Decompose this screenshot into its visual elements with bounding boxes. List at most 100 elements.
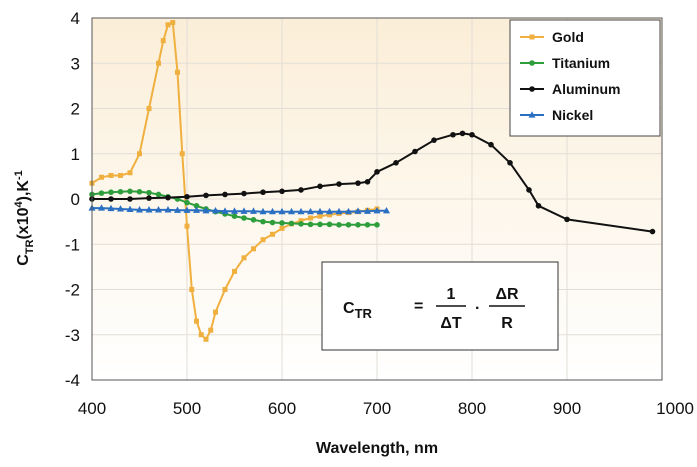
data-point-gold xyxy=(241,255,247,261)
data-point-nickel xyxy=(221,207,229,214)
y-tick-label: 4 xyxy=(71,9,80,28)
legend-item-gold: Gold xyxy=(520,29,584,45)
data-point-gold xyxy=(203,336,209,342)
data-point-aluminum xyxy=(450,131,456,138)
data-point-gold xyxy=(99,174,104,180)
formula-frac2-denominator: R xyxy=(501,315,513,332)
x-tick-label: 600 xyxy=(268,399,296,418)
y-tick-label: 0 xyxy=(71,190,80,209)
data-point-titanium xyxy=(155,191,162,198)
data-point-gold xyxy=(222,287,228,292)
data-point-nickel xyxy=(231,207,238,214)
data-point-aluminum xyxy=(298,187,304,193)
data-point-gold xyxy=(160,38,166,44)
x-tick-label: 800 xyxy=(458,399,486,418)
data-point-gold xyxy=(317,213,323,219)
data-point-nickel xyxy=(297,207,305,215)
data-point-gold xyxy=(327,212,332,218)
formula-equals: = xyxy=(414,298,423,315)
data-point-nickel xyxy=(164,206,172,213)
legend-box xyxy=(509,19,661,137)
data-point-titanium xyxy=(241,215,247,221)
data-point-aluminum xyxy=(564,216,570,223)
data-point-gold xyxy=(270,231,275,237)
series-gold xyxy=(89,20,380,342)
data-point-titanium xyxy=(108,189,114,196)
data-point-nickel xyxy=(364,207,371,214)
data-point-aluminum xyxy=(222,191,228,198)
data-point-aluminum xyxy=(431,137,437,143)
data-point-aluminum xyxy=(393,160,399,166)
data-point-aluminum xyxy=(165,194,171,201)
data-point-nickel xyxy=(183,206,191,213)
data-point-nickel xyxy=(212,206,219,214)
data-point-gold xyxy=(213,309,218,315)
data-point-titanium xyxy=(269,219,276,226)
x-tick-label: 1000 xyxy=(656,399,694,418)
y-tick-label: 3 xyxy=(71,54,80,73)
data-point-titanium xyxy=(374,221,380,228)
data-point-gold xyxy=(298,218,304,224)
data-point-nickel xyxy=(117,205,124,212)
data-point-nickel xyxy=(145,206,153,213)
data-point-titanium xyxy=(279,220,285,226)
data-point-gold xyxy=(170,20,176,26)
data-point-nickel xyxy=(126,205,134,213)
data-point-titanium xyxy=(146,189,152,196)
data-point-titanium xyxy=(355,221,361,228)
data-point-gold xyxy=(156,60,161,66)
data-point-gold xyxy=(146,106,152,111)
data-point-aluminum xyxy=(260,189,266,196)
data-point-nickel xyxy=(174,206,181,213)
x-tick-label: 700 xyxy=(363,399,391,418)
data-point-gold xyxy=(279,225,285,231)
data-point-aluminum xyxy=(279,188,285,195)
data-point-nickel xyxy=(107,204,115,212)
data-point-gold xyxy=(232,268,237,274)
data-point-aluminum xyxy=(146,195,152,201)
data-point-nickel xyxy=(345,207,352,215)
legend-marker-nickel xyxy=(528,111,536,118)
data-point-titanium xyxy=(117,188,124,195)
data-point-titanium xyxy=(345,221,352,228)
data-point-nickel xyxy=(250,207,257,214)
formula-frac2-numerator: ΔR xyxy=(495,286,519,303)
legend-label-gold: Gold xyxy=(552,29,584,45)
legend-items: Gold Titanium Aluminum Nickel xyxy=(520,29,620,123)
legend-label-aluminum: Aluminum xyxy=(552,81,620,97)
formula-box: CTR = 1 ΔT · ΔR R xyxy=(321,261,559,351)
data-point-gold xyxy=(137,151,142,157)
series-layer xyxy=(88,20,656,342)
data-point-nickel xyxy=(259,207,267,215)
formula-lhs: CTR xyxy=(343,300,373,321)
legend-marker-titanium xyxy=(529,60,535,66)
data-point-gold xyxy=(165,22,171,28)
x-tick-label: 500 xyxy=(173,399,201,418)
y-tick-labels: 4 3 2 1 0 -1 -2 -3 -4 xyxy=(65,9,80,390)
data-point-aluminum xyxy=(355,180,361,186)
data-point-nickel xyxy=(335,207,343,215)
data-point-gold xyxy=(208,327,214,333)
series-aluminum xyxy=(89,130,656,235)
data-point-nickel xyxy=(193,206,200,213)
data-point-aluminum xyxy=(488,141,494,148)
x-tick-labels: 400 500 600 700 800 900 1000 xyxy=(78,399,694,418)
formula-frac1-denominator: ΔT xyxy=(440,315,462,332)
plot-frame xyxy=(91,17,663,381)
y-tick-label: -3 xyxy=(65,326,80,345)
data-point-gold xyxy=(108,172,114,178)
data-point-aluminum xyxy=(374,169,380,175)
data-point-titanium xyxy=(364,221,371,228)
data-point-nickel xyxy=(136,206,143,213)
data-point-aluminum xyxy=(459,130,466,137)
legend: Gold Titanium Aluminum Nickel xyxy=(509,19,661,137)
legend-item-titanium: Titanium xyxy=(520,55,610,71)
data-point-aluminum xyxy=(203,192,209,199)
data-point-aluminum xyxy=(317,183,323,190)
data-point-gold xyxy=(198,332,204,338)
data-point-titanium xyxy=(336,221,342,228)
data-point-nickel xyxy=(326,207,333,215)
data-point-nickel xyxy=(373,206,381,214)
data-point-aluminum xyxy=(469,131,475,138)
data-point-aluminum xyxy=(127,196,133,202)
